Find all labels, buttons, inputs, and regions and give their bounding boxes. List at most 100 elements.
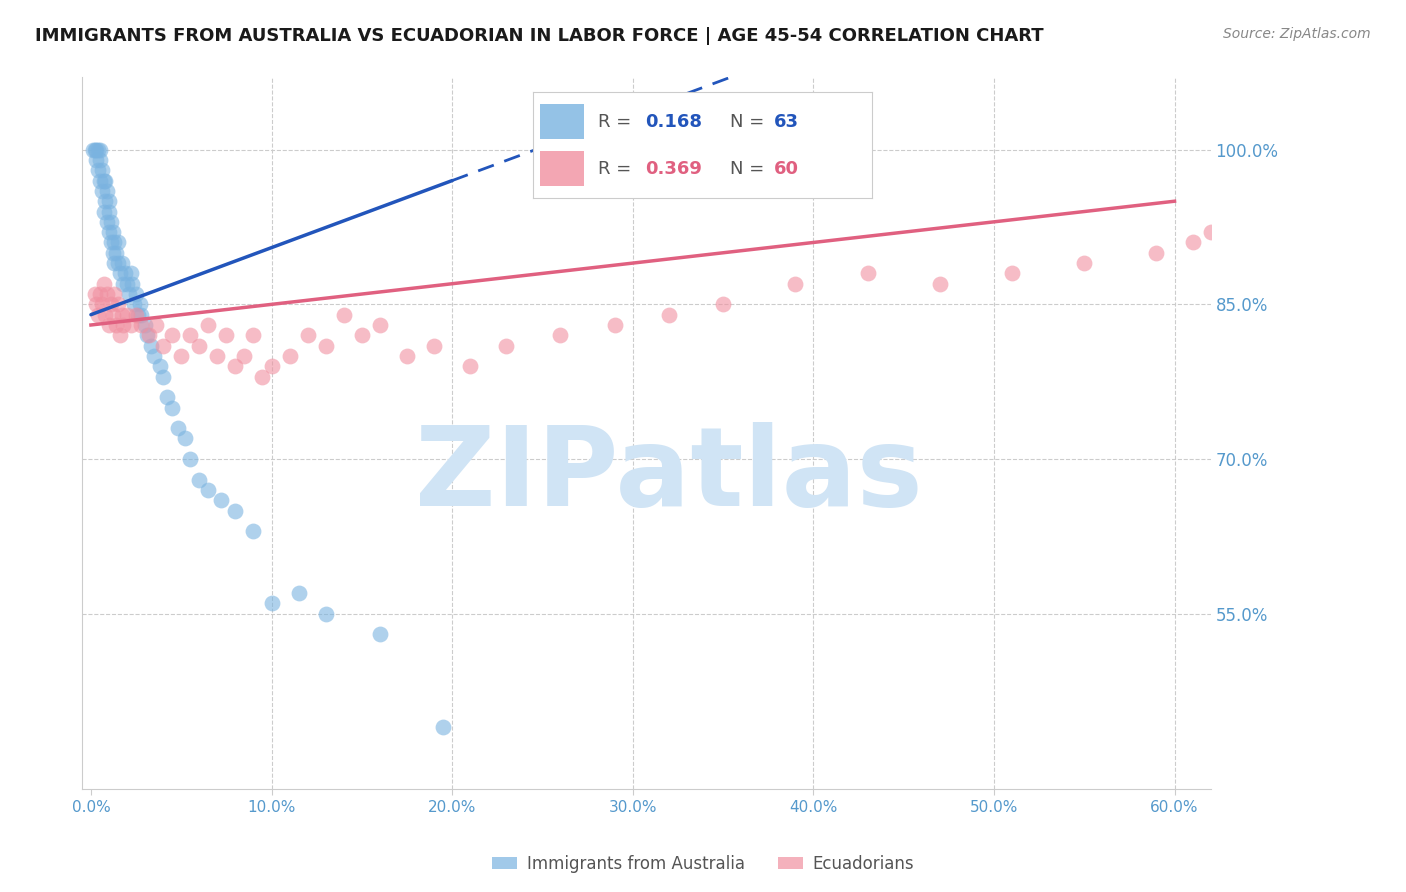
Point <box>90 297 112 311</box>
Point <box>118 287 141 301</box>
Point <box>98 225 121 239</box>
Point <box>89 153 111 167</box>
Text: Source: ZipAtlas.com: Source: ZipAtlas.com <box>1223 27 1371 41</box>
Text: ZIPatlas: ZIPatlas <box>415 423 922 530</box>
Point <box>856 267 879 281</box>
Point <box>112 277 135 291</box>
Point <box>145 318 167 332</box>
Point <box>98 318 121 332</box>
Point <box>315 607 337 621</box>
Point <box>121 277 143 291</box>
Point <box>928 277 950 291</box>
Point <box>1146 245 1168 260</box>
Legend: Immigrants from Australia, Ecuadorians: Immigrants from Australia, Ecuadorians <box>485 848 921 880</box>
Point <box>495 338 517 352</box>
Point <box>423 338 446 352</box>
Point <box>278 349 301 363</box>
Point <box>105 245 128 260</box>
Point <box>111 256 134 270</box>
Point <box>96 184 118 198</box>
Point <box>94 308 117 322</box>
Point <box>114 267 136 281</box>
Point <box>287 586 309 600</box>
Point <box>432 720 454 734</box>
Point <box>107 256 129 270</box>
Point <box>197 318 219 332</box>
Point <box>395 349 418 363</box>
Point <box>100 215 122 229</box>
Point <box>333 308 356 322</box>
Point <box>122 297 145 311</box>
Point <box>658 308 681 322</box>
Point <box>100 235 122 250</box>
Point <box>138 328 160 343</box>
Point <box>315 338 337 352</box>
Point <box>160 401 183 415</box>
Point <box>105 318 128 332</box>
Point <box>233 349 256 363</box>
Point <box>1218 215 1240 229</box>
Point <box>101 225 124 239</box>
Point <box>108 328 131 343</box>
Point <box>83 287 105 301</box>
Point <box>188 473 211 487</box>
Point <box>101 245 124 260</box>
Point <box>368 318 391 332</box>
Point <box>215 328 238 343</box>
Point <box>86 297 108 311</box>
Point <box>139 338 162 352</box>
Point <box>260 359 283 374</box>
Point <box>90 184 112 198</box>
Point <box>179 328 201 343</box>
Point <box>173 432 195 446</box>
Point <box>711 297 734 311</box>
Point <box>96 287 118 301</box>
Point <box>94 194 117 209</box>
Point <box>127 308 149 322</box>
Point <box>242 328 264 343</box>
Point <box>1236 143 1258 157</box>
Point <box>179 452 201 467</box>
Point <box>125 308 148 322</box>
Point <box>209 493 232 508</box>
Point <box>89 287 111 301</box>
Point <box>148 359 170 374</box>
Point <box>107 297 129 311</box>
Point <box>111 308 134 322</box>
Point <box>131 318 153 332</box>
Point <box>207 349 229 363</box>
Point <box>82 143 104 157</box>
Point <box>103 287 125 301</box>
Point <box>107 235 129 250</box>
Point <box>1199 225 1222 239</box>
Point <box>98 194 121 209</box>
Point <box>785 277 807 291</box>
Point <box>93 277 115 291</box>
Point <box>166 421 188 435</box>
Point <box>93 173 115 187</box>
Point <box>350 328 373 343</box>
Point <box>224 359 246 374</box>
Point <box>87 143 110 157</box>
Point <box>87 163 110 178</box>
Point <box>131 308 153 322</box>
Point <box>550 328 572 343</box>
Point <box>125 287 148 301</box>
Point <box>603 318 626 332</box>
Point <box>143 349 166 363</box>
Point <box>86 143 108 157</box>
Point <box>160 328 183 343</box>
Point <box>297 328 319 343</box>
Point <box>108 267 131 281</box>
Point <box>120 267 142 281</box>
Point <box>89 143 111 157</box>
Point <box>135 328 157 343</box>
Point <box>120 318 142 332</box>
Point <box>260 597 283 611</box>
Point <box>134 318 156 332</box>
Point <box>458 359 481 374</box>
Point <box>115 277 138 291</box>
Point <box>96 215 118 229</box>
Point <box>86 153 108 167</box>
Point <box>94 173 117 187</box>
